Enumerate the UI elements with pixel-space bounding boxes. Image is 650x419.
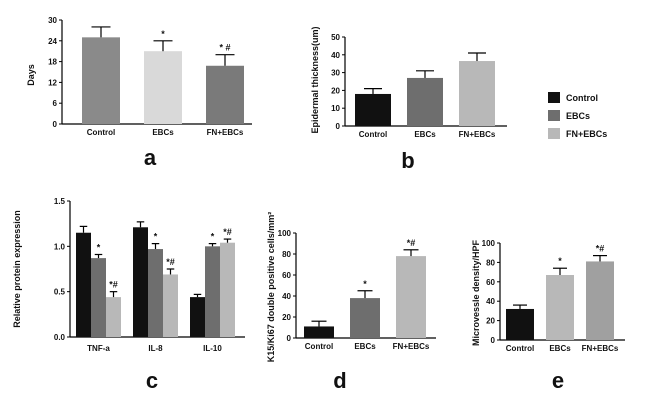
b-bar: [407, 77, 443, 126]
c-bar: [220, 242, 235, 337]
c-y-tick-label: 0.5: [54, 288, 66, 297]
c-category-label: IL-10: [203, 344, 222, 353]
e-panel-label: e: [552, 368, 564, 393]
c-panel-label: c: [146, 368, 158, 393]
c-significance-marker: *#: [166, 257, 175, 267]
e-y-tick-label: 100: [482, 239, 496, 248]
e-y-axis-label: Microvessle density/HPF: [471, 239, 481, 346]
c-bar: [133, 227, 148, 337]
d-panel-label: d: [333, 368, 346, 393]
a-y-tick-label: 18: [48, 58, 57, 67]
e-significance-marker: *: [558, 256, 562, 266]
e-category-label: EBCs: [549, 344, 571, 353]
e-y-tick-label: 60: [486, 278, 495, 287]
c-bar: [163, 274, 178, 337]
a-y-tick-label: 0: [53, 120, 58, 129]
b-panel-label: b: [401, 148, 414, 173]
d-category-label: Control: [305, 342, 333, 351]
c-significance-marker: *: [154, 232, 158, 242]
d-category-label: FN+EBCs: [393, 342, 430, 351]
a-bar: [206, 65, 244, 124]
e-category-label: FN+EBCs: [582, 344, 619, 353]
d-bar: [350, 298, 380, 338]
a-bar: [82, 37, 120, 125]
d-bar: [304, 326, 334, 338]
d-y-axis-label: K15/Ki67 double positive cells/mm²: [266, 212, 276, 363]
a-y-tick-label: 24: [48, 37, 57, 46]
a-panel-label: a: [144, 145, 157, 170]
c-category-label: TNF-a: [87, 344, 110, 353]
b-y-tick-label: 10: [331, 104, 340, 113]
legend-swatch: [548, 110, 560, 121]
c-significance-marker: *: [211, 232, 215, 242]
b-category-label: Control: [359, 130, 387, 139]
a-y-tick-label: 12: [48, 78, 57, 87]
c-category-label: IL-8: [148, 344, 163, 353]
c-significance-marker: *#: [109, 280, 118, 290]
d-bar: [396, 256, 426, 338]
a-significance-marker: *: [161, 29, 165, 39]
e-category-label: Control: [506, 344, 534, 353]
d-y-tick-label: 40: [282, 292, 291, 301]
c-y-axis-label: Relative protein expression: [12, 210, 22, 328]
a-y-tick-label: 6: [53, 99, 58, 108]
b-y-tick-label: 20: [331, 86, 340, 95]
e-y-tick-label: 40: [486, 297, 495, 306]
legend-swatch: [548, 128, 560, 139]
c-bar: [205, 246, 220, 337]
d-category-label: EBCs: [354, 342, 376, 351]
a-category-label: EBCs: [152, 128, 174, 137]
a-category-label: FN+EBCs: [207, 128, 244, 137]
c-significance-marker: *: [97, 242, 101, 252]
e-bar: [546, 275, 574, 340]
legend-label: EBCs: [566, 111, 590, 121]
d-y-tick-label: 0: [287, 334, 292, 343]
legend-label: FN+EBCs: [566, 129, 607, 139]
c-bar: [91, 258, 106, 337]
b-y-tick-label: 50: [331, 33, 340, 42]
a-y-axis-label: Days: [26, 64, 36, 86]
e-bar: [586, 261, 614, 340]
d-significance-marker: *#: [407, 238, 416, 248]
e-y-tick-label: 80: [486, 258, 495, 267]
e-y-tick-label: 0: [491, 336, 496, 345]
d-y-tick-label: 60: [282, 271, 291, 280]
a-bar: [144, 51, 182, 125]
c-bar: [106, 297, 121, 337]
c-bar: [148, 249, 163, 337]
d-y-tick-label: 100: [278, 229, 292, 238]
e-y-tick-label: 20: [486, 317, 495, 326]
c-significance-marker: *#: [223, 227, 232, 237]
c-y-tick-label: 1.0: [54, 242, 66, 251]
c-bar: [76, 232, 91, 337]
b-y-tick-label: 0: [336, 122, 341, 131]
b-y-axis-label: Epidermal thickness(um): [310, 26, 320, 133]
b-category-label: FN+EBCs: [459, 130, 496, 139]
c-bar: [190, 297, 205, 337]
d-significance-marker: *: [363, 279, 367, 289]
e-bar: [506, 308, 534, 340]
legend-swatch: [548, 92, 560, 103]
legend-label: Control: [566, 93, 598, 103]
b-bar: [459, 61, 495, 126]
d-y-tick-label: 80: [282, 250, 291, 259]
b-category-label: EBCs: [414, 130, 436, 139]
d-y-tick-label: 20: [282, 313, 291, 322]
e-significance-marker: *#: [596, 244, 605, 254]
a-y-tick-label: 30: [48, 16, 57, 25]
c-y-tick-label: 0.0: [54, 333, 66, 342]
b-y-tick-label: 30: [331, 69, 340, 78]
a-category-label: Control: [87, 128, 115, 137]
a-significance-marker: * #: [219, 43, 230, 53]
b-bar: [355, 93, 391, 126]
c-y-tick-label: 1.5: [54, 197, 66, 206]
b-y-tick-label: 40: [331, 51, 340, 60]
